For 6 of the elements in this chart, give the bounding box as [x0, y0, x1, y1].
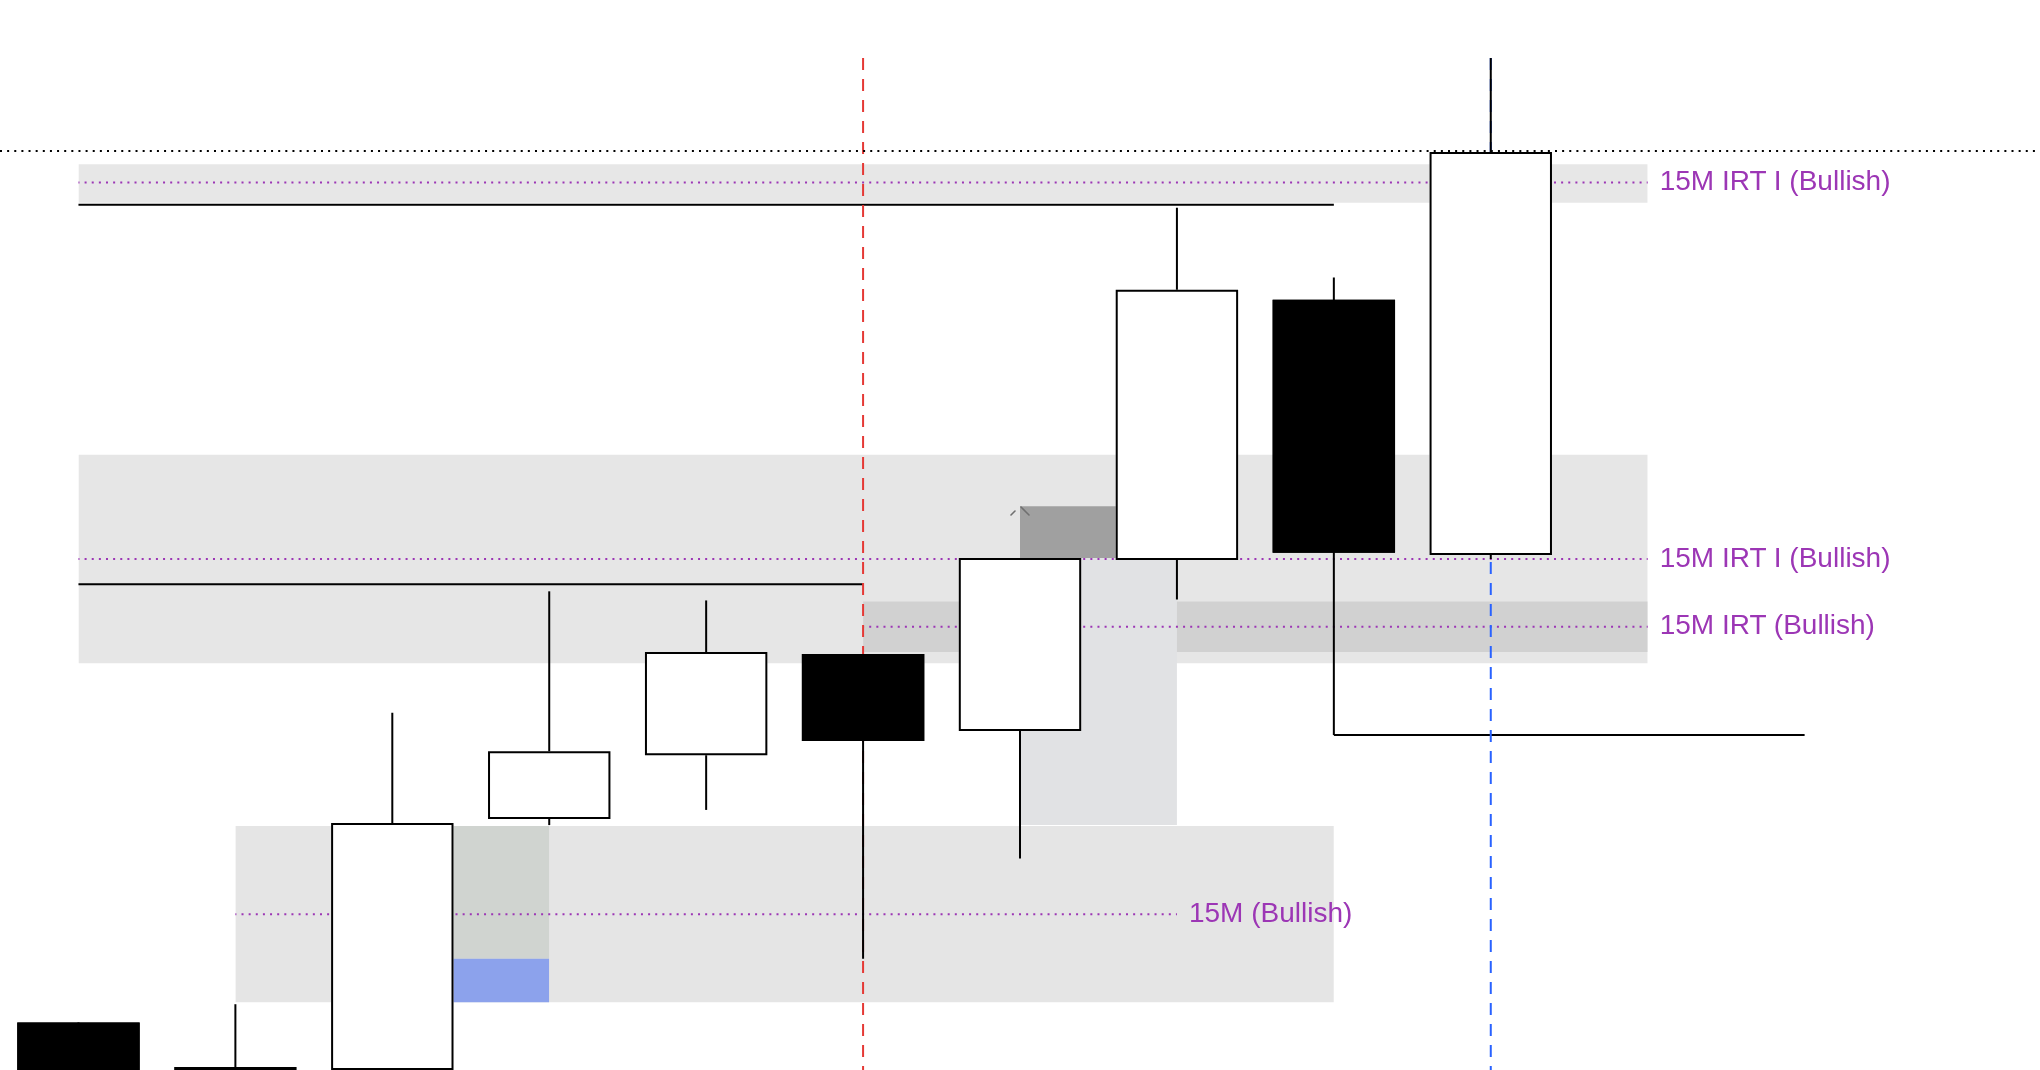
series-label: 15M IRT I (Bullish) — [1659, 165, 1891, 197]
series-label: 15M (Bullish) — [1188, 896, 1353, 928]
series-label: 15M IRT (Bullish) — [1659, 609, 1875, 641]
candlestick — [174, 1003, 297, 1070]
series-label: 15M IRT I (Bullish) — [1659, 541, 1891, 573]
candlestick — [17, 1021, 140, 1070]
